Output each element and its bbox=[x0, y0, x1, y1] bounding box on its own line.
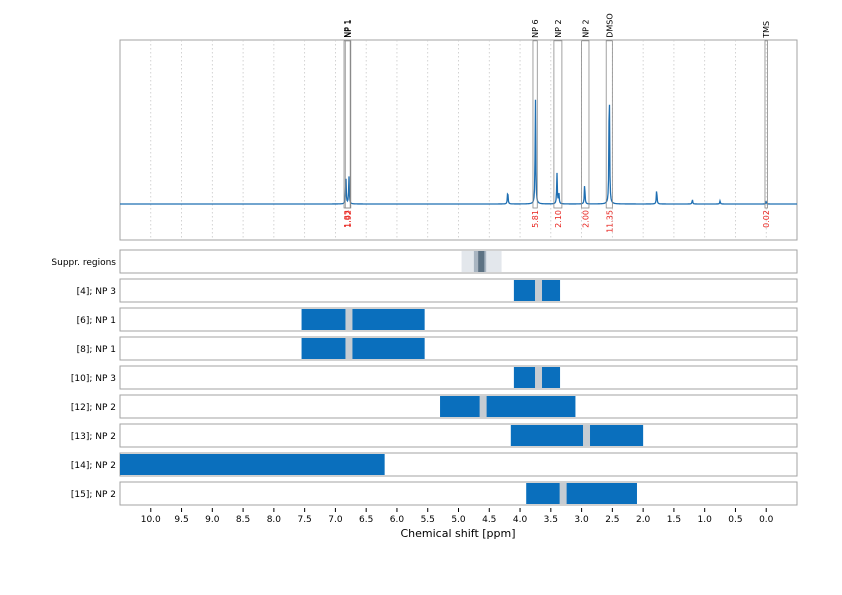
x-tick-label: 9.0 bbox=[205, 515, 220, 525]
region-row-label: [13]; NP 2 bbox=[71, 432, 116, 442]
region-row-frame bbox=[119, 278, 798, 303]
region-block bbox=[301, 309, 425, 330]
region-row-label: [4]; NP 3 bbox=[77, 287, 116, 297]
peak-integral-value: 1.92 bbox=[344, 210, 353, 228]
region-marker bbox=[345, 338, 353, 359]
x-axis-label: Chemical shift [ppm] bbox=[400, 527, 515, 540]
region-marker bbox=[345, 309, 353, 330]
x-tick-label: 4.0 bbox=[513, 515, 528, 525]
peak-annotation-box bbox=[605, 40, 613, 209]
region-block bbox=[440, 396, 576, 417]
region-row-label: [10]; NP 3 bbox=[71, 374, 116, 384]
x-tick-label: 6.0 bbox=[390, 515, 405, 525]
suppression-band-inner bbox=[478, 251, 485, 272]
peak-annotation-label: NP 1 bbox=[343, 19, 352, 37]
x-tick-label: 2.0 bbox=[636, 515, 651, 525]
x-tick-label: 7.5 bbox=[297, 515, 311, 525]
region-row: [4]; NP 3 bbox=[77, 278, 798, 303]
x-tick-label: 8.0 bbox=[267, 515, 282, 525]
region-marker bbox=[479, 396, 487, 417]
region-marker bbox=[559, 483, 567, 504]
spectrum-trace bbox=[120, 99, 797, 205]
region-row-frame bbox=[119, 336, 798, 361]
region-block bbox=[526, 483, 637, 504]
x-tick-label: 2.5 bbox=[605, 515, 619, 525]
peak-annotation-box bbox=[764, 40, 768, 209]
x-axis: 10.0 9.5 9.0 8.5 8.0 7.5 7.0 6.5 6.0 5.5 5.0 4.5 4.0… bbox=[141, 508, 774, 525]
region-row-frame bbox=[119, 249, 798, 274]
peak-annotation-box bbox=[581, 40, 590, 209]
region-row-frame bbox=[119, 423, 798, 448]
region-row-label: [15]; NP 2 bbox=[71, 490, 116, 500]
x-tick-label: 10.0 bbox=[141, 515, 161, 525]
region-row: [10]; NP 3 bbox=[71, 365, 798, 390]
region-row: [14]; NP 2 bbox=[71, 452, 798, 477]
x-tick-label: 3.0 bbox=[574, 515, 589, 525]
x-tick-label: 0.0 bbox=[759, 515, 774, 525]
region-row-frame bbox=[119, 307, 798, 332]
peak-integral-value: 11.35 bbox=[605, 210, 614, 233]
region-row-label: Suppr. regions bbox=[51, 258, 116, 268]
peak-integral-value: 2.00 bbox=[581, 210, 590, 228]
region-row: Suppr. regions bbox=[51, 249, 798, 274]
peak-integral-value: 2.10 bbox=[554, 210, 563, 228]
peak-annotation-label: NP 2 bbox=[554, 19, 563, 37]
peak-annotation-label: NP 1 bbox=[344, 19, 353, 37]
x-tick-label: 6.5 bbox=[359, 515, 373, 525]
x-tick-label: 4.5 bbox=[482, 515, 496, 525]
region-block bbox=[510, 425, 644, 446]
region-row: [13]; NP 2 bbox=[71, 423, 798, 448]
x-tick-label: 0.5 bbox=[728, 515, 742, 525]
x-tick-label: 1.5 bbox=[667, 515, 681, 525]
region-marker bbox=[535, 367, 543, 388]
peak-integral-value: 5.81 bbox=[531, 210, 540, 228]
regions-panel: Suppr. regions [4]; NP 3 [6]; NP 1 [8]; NP … bbox=[51, 249, 798, 506]
region-row-label: [6]; NP 1 bbox=[77, 316, 116, 326]
region-block bbox=[120, 454, 385, 475]
region-row-label: [8]; NP 1 bbox=[77, 345, 116, 355]
peak-annotation-box bbox=[532, 40, 538, 209]
peak-annotation-box bbox=[344, 40, 352, 209]
x-tick-label: 7.0 bbox=[328, 515, 343, 525]
region-row: [8]; NP 1 bbox=[77, 336, 798, 361]
peak-integral-value: 1.83 bbox=[343, 210, 352, 228]
x-tick-label: 3.5 bbox=[544, 515, 558, 525]
region-row: [12]; NP 2 bbox=[71, 394, 798, 419]
region-row-frame bbox=[119, 481, 798, 506]
peak-annotation-label: TMS bbox=[762, 21, 771, 39]
region-block bbox=[301, 338, 425, 359]
peak-annotation-label: NP 2 bbox=[581, 19, 590, 37]
peak-annotation-label: NP 6 bbox=[531, 19, 540, 37]
region-row: [15]; NP 2 bbox=[71, 481, 798, 506]
peak-annotation-box bbox=[553, 40, 563, 209]
region-marker bbox=[535, 280, 543, 301]
region-marker bbox=[583, 425, 591, 446]
peak-integral-value: 0.02 bbox=[762, 210, 771, 228]
x-tick-label: 1.0 bbox=[698, 515, 713, 525]
region-row-label: [12]; NP 2 bbox=[71, 403, 116, 413]
region-row-frame bbox=[119, 365, 798, 390]
x-tick-label: 8.5 bbox=[236, 515, 250, 525]
x-tick-label: 9.5 bbox=[174, 515, 188, 525]
x-tick-label: 5.0 bbox=[451, 515, 466, 525]
region-row-label: [14]; NP 2 bbox=[71, 461, 116, 471]
peak-annotation-label: DMSO bbox=[605, 13, 614, 37]
x-tick-label: 5.5 bbox=[421, 515, 435, 525]
region-row: [6]; NP 1 bbox=[77, 307, 798, 332]
